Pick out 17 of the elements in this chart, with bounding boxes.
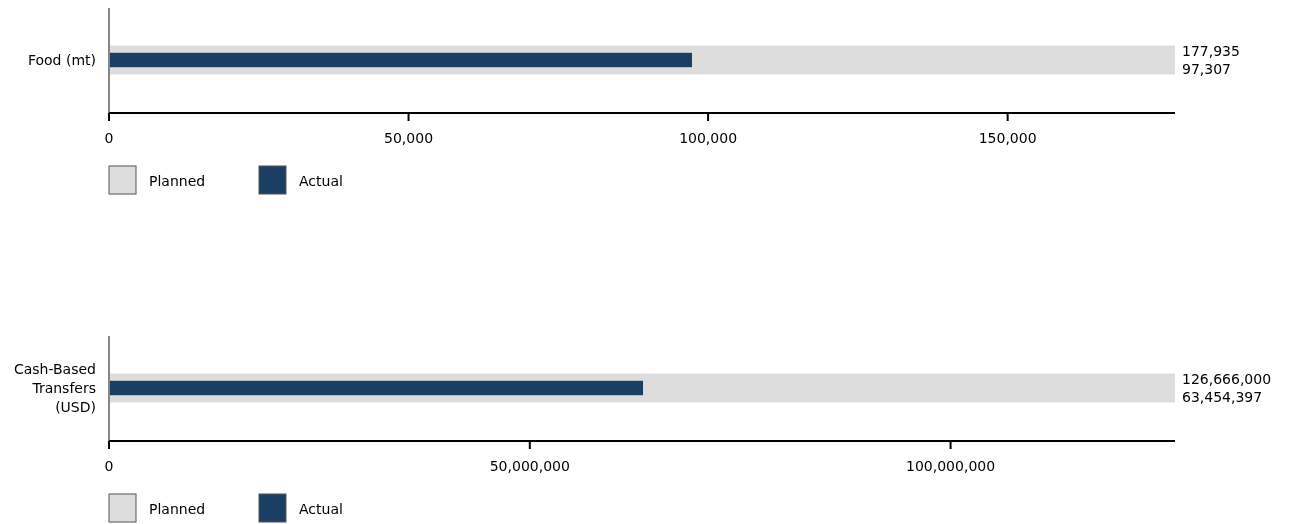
x-tick-label: 0	[104, 458, 114, 474]
legend-label: Actual	[299, 501, 343, 517]
x-tick-label: 150,000	[978, 130, 1037, 146]
y-tick-label: Cash-Based Transfers (USD)	[13, 361, 96, 415]
x-tick-label: 0	[104, 130, 114, 146]
x-tick-label: 100,000	[679, 130, 738, 146]
x-tick-label: 50,000	[384, 130, 434, 146]
x-tick-label: 50,000,000	[489, 458, 570, 474]
legend-label: Planned	[149, 501, 206, 517]
data-label: 177,935	[1182, 43, 1240, 59]
legend-label: Actual	[299, 173, 343, 189]
text: 97,307	[1182, 61, 1231, 77]
legend-label: Planned	[149, 173, 206, 189]
y-tick-label: Food (mt)	[27, 52, 96, 68]
x-tick-label: 100,000,000	[906, 458, 996, 474]
text: 63,454,397	[1182, 389, 1263, 405]
data-label: 126,666,000	[1182, 371, 1272, 387]
